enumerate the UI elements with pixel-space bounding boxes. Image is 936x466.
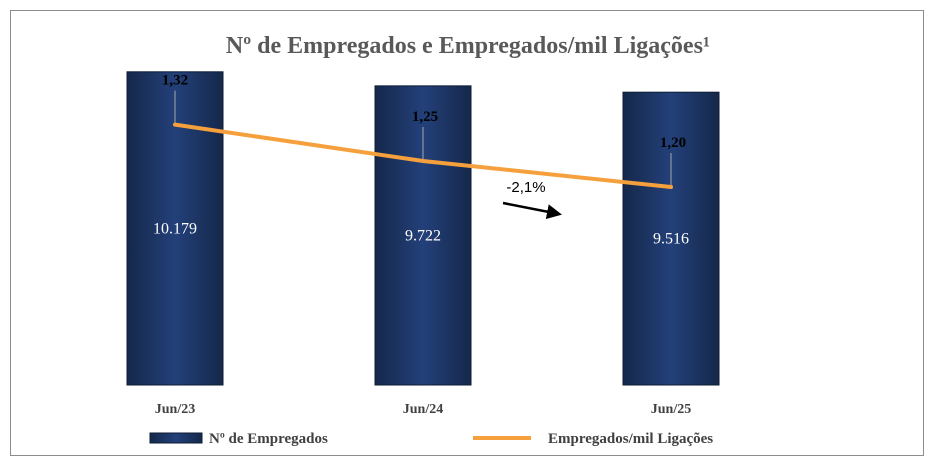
chart-svg: 10.179 9.722 9.516 Jun/23 Jun/24 Jun/25 1,32 1,… — [126, 71, 720, 447]
line-value-label: 1,25 — [412, 109, 438, 125]
bar-jun-25 — [622, 91, 720, 386]
category-label: Jun/25 — [651, 402, 691, 417]
bar-value-label: 9.722 — [405, 227, 441, 244]
line-series — [173, 122, 673, 189]
chart-title: Nº de Empregados e Empregados/mil Ligaçõ… — [225, 33, 711, 59]
legend-label-bar: Nº de Empregados — [209, 431, 328, 447]
bar-value-label: 10.179 — [153, 220, 197, 237]
trend-arrow-icon — [502, 201, 562, 220]
legend-swatch-bar — [149, 432, 203, 444]
chart-frame: Nº de Empregados e Empregados/mil Ligaçõ… — [10, 10, 924, 456]
category-label: Jun/23 — [155, 402, 195, 417]
legend-label-line: Empregados/mil Ligações — [548, 431, 713, 447]
change-annotation: -2,1% — [506, 179, 545, 196]
line-value-label: 1,20 — [660, 135, 686, 151]
category-label: Jun/24 — [403, 402, 443, 417]
bar-value-label: 9.516 — [653, 231, 689, 248]
line-value-label: 1,32 — [162, 73, 188, 89]
